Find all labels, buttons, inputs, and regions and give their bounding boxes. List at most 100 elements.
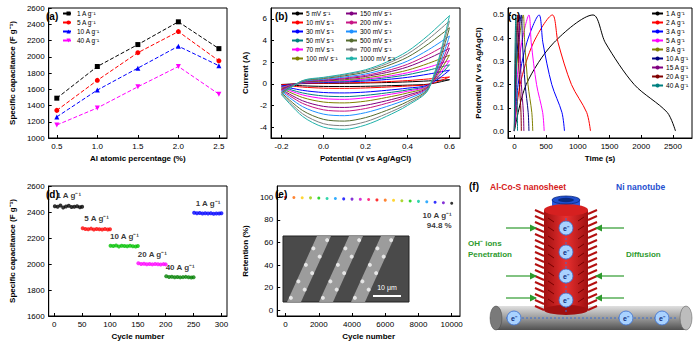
- svg-text:6: 6: [263, 14, 268, 23]
- svg-text:1 A g⁻¹: 1 A g⁻¹: [56, 191, 81, 200]
- svg-text:0.0: 0.0: [493, 127, 505, 136]
- svg-text:60: 60: [264, 238, 273, 247]
- svg-text:300: 300: [215, 320, 229, 329]
- svg-text:Retention (%): Retention (%): [241, 225, 250, 277]
- svg-text:5 A g⁻¹: 5 A g⁻¹: [77, 19, 96, 27]
- svg-text:0.5: 0.5: [493, 10, 505, 19]
- svg-text:2000: 2000: [27, 260, 45, 269]
- svg-text:0.4: 0.4: [493, 34, 505, 43]
- svg-text:4: 4: [263, 36, 268, 45]
- svg-text:15 A g⁻¹: 15 A g⁻¹: [666, 64, 689, 72]
- svg-text:Cycle number: Cycle number: [111, 332, 164, 341]
- svg-text:1.0: 1.0: [92, 142, 104, 151]
- svg-text:-0.2: -0.2: [275, 142, 289, 151]
- svg-text:e⁻: e⁻: [563, 297, 570, 304]
- svg-text:2.0: 2.0: [173, 142, 185, 151]
- svg-text:2.5: 2.5: [213, 142, 225, 151]
- svg-text:20: 20: [264, 283, 273, 292]
- svg-text:0: 0: [283, 320, 288, 329]
- svg-text:6000: 6000: [376, 320, 394, 329]
- svg-text:e⁻: e⁻: [511, 315, 518, 322]
- svg-text:500 mV s⁻¹: 500 mV s⁻¹: [360, 37, 392, 44]
- svg-text:1000: 1000: [27, 134, 45, 143]
- svg-text:Time (s): Time (s): [585, 154, 616, 163]
- svg-text:2200: 2200: [27, 36, 45, 45]
- svg-text:Al-Co-S nanosheet: Al-Co-S nanosheet: [490, 182, 566, 192]
- svg-text:(b): (b): [275, 11, 288, 22]
- svg-text:8000: 8000: [410, 320, 428, 329]
- svg-text:Penetration: Penetration: [468, 250, 512, 259]
- svg-text:2500: 2500: [664, 142, 682, 151]
- svg-text:Cycle number: Cycle number: [342, 332, 395, 341]
- svg-text:5 A g⁻¹: 5 A g⁻¹: [84, 214, 109, 223]
- svg-text:(f): (f): [469, 181, 479, 192]
- svg-text:Potential (V vs Ag/AgCl): Potential (V vs Ag/AgCl): [474, 27, 483, 119]
- svg-text:3 A g⁻¹: 3 A g⁻¹: [666, 28, 685, 36]
- svg-text:10 A g⁻¹: 10 A g⁻¹: [666, 55, 689, 63]
- svg-text:100: 100: [260, 193, 274, 202]
- svg-text:2000: 2000: [310, 320, 328, 329]
- svg-text:OH⁻ ions: OH⁻ ions: [468, 239, 502, 248]
- svg-text:250: 250: [187, 320, 201, 329]
- svg-text:200 mV s⁻¹: 200 mV s⁻¹: [360, 19, 392, 26]
- svg-text:0.1: 0.1: [493, 103, 505, 112]
- svg-text:2000: 2000: [632, 142, 650, 151]
- svg-text:(e): (e): [275, 189, 287, 200]
- svg-text:0.0: 0.0: [318, 142, 330, 151]
- svg-text:Specific capacitance (F g⁻¹): Specific capacitance (F g⁻¹): [8, 199, 17, 303]
- svg-text:0.4: 0.4: [402, 142, 414, 151]
- svg-text:1500: 1500: [601, 142, 619, 151]
- svg-text:e⁻: e⁻: [563, 273, 570, 280]
- svg-text:1800: 1800: [27, 286, 45, 295]
- svg-text:20 A g⁻¹: 20 A g⁻¹: [666, 73, 689, 81]
- svg-text:40 A g⁻¹: 40 A g⁻¹: [77, 37, 100, 45]
- svg-text:40 A g⁻¹: 40 A g⁻¹: [166, 263, 195, 272]
- svg-text:100 mV s⁻¹: 100 mV s⁻¹: [306, 55, 338, 62]
- svg-text:200: 200: [159, 320, 173, 329]
- svg-text:0.2: 0.2: [493, 80, 505, 89]
- svg-text:-4: -4: [260, 123, 268, 132]
- svg-text:70 mV s⁻¹: 70 mV s⁻¹: [306, 46, 335, 53]
- svg-text:Specific capacitance (F g⁻¹): Specific capacitance (F g⁻¹): [8, 21, 17, 125]
- svg-text:40 A g⁻¹: 40 A g⁻¹: [666, 82, 689, 90]
- svg-text:5 A g⁻¹: 5 A g⁻¹: [666, 37, 685, 45]
- svg-text:Ni nanotube: Ni nanotube: [616, 182, 665, 192]
- svg-text:50: 50: [78, 320, 87, 329]
- svg-text:1600: 1600: [27, 85, 45, 94]
- svg-text:30 mV s⁻¹: 30 mV s⁻¹: [306, 28, 335, 35]
- svg-text:0.6: 0.6: [444, 142, 456, 151]
- svg-text:0.3: 0.3: [493, 57, 505, 66]
- svg-text:10 A g⁻¹: 10 A g⁻¹: [77, 28, 100, 36]
- svg-text:Current (A): Current (A): [241, 52, 250, 95]
- svg-text:1800: 1800: [27, 69, 45, 78]
- svg-text:40: 40: [264, 261, 273, 270]
- svg-text:20 A g⁻¹: 20 A g⁻¹: [138, 250, 167, 259]
- svg-text:0.5: 0.5: [51, 142, 63, 151]
- svg-text:8 A g⁻¹: 8 A g⁻¹: [666, 46, 685, 54]
- svg-text:150 mV s⁻¹: 150 mV s⁻¹: [360, 10, 392, 17]
- svg-text:10 mV s⁻¹: 10 mV s⁻¹: [306, 19, 335, 26]
- svg-text:10 A g⁻¹: 10 A g⁻¹: [423, 211, 452, 220]
- svg-text:80: 80: [264, 215, 273, 224]
- svg-text:5 mV s⁻¹: 5 mV s⁻¹: [306, 10, 331, 17]
- svg-text:2 A g⁻¹: 2 A g⁻¹: [666, 19, 685, 27]
- svg-text:e⁻: e⁻: [563, 225, 570, 232]
- svg-text:2400: 2400: [27, 20, 45, 29]
- svg-text:10000: 10000: [441, 320, 464, 329]
- svg-text:0: 0: [263, 79, 268, 88]
- svg-text:2000: 2000: [27, 52, 45, 61]
- svg-text:1 A g⁻¹: 1 A g⁻¹: [77, 10, 96, 18]
- svg-text:0: 0: [269, 306, 274, 315]
- svg-text:10 A g⁻¹: 10 A g⁻¹: [110, 232, 139, 241]
- svg-text:300 mV s⁻¹: 300 mV s⁻¹: [360, 28, 392, 35]
- svg-text:1600: 1600: [27, 312, 45, 321]
- svg-text:1200: 1200: [27, 117, 45, 126]
- svg-text:Potential (V vs Ag/AgCl): Potential (V vs Ag/AgCl): [320, 154, 412, 163]
- svg-text:700 mV s⁻¹: 700 mV s⁻¹: [360, 46, 392, 53]
- svg-text:1.5: 1.5: [132, 142, 144, 151]
- svg-text:-2: -2: [260, 101, 268, 110]
- svg-text:2400: 2400: [27, 208, 45, 217]
- svg-text:e⁻: e⁻: [623, 315, 630, 322]
- svg-text:2: 2: [263, 58, 268, 67]
- svg-text:e⁻: e⁻: [659, 315, 666, 322]
